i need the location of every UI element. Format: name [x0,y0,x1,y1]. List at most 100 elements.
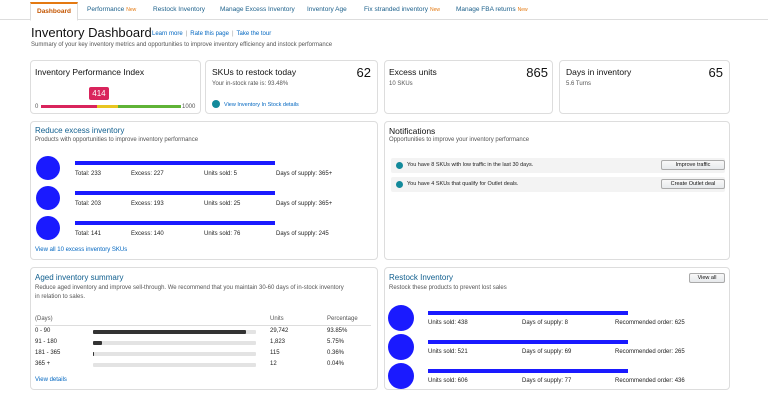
card-description: Reduce aged inventory and improve sell-t… [35,285,344,300]
age-range: 181 - 365 [35,350,61,356]
item-stat: Days of supply: 69 [522,349,572,355]
units: 1,823 [270,339,286,345]
bar [93,341,103,345]
item-stat: Days of supply: 8 [522,320,569,326]
notification-text: You have 4 SKUs that qualify for Outlet … [407,181,519,187]
percentage: 0.36% [327,350,345,356]
item-stat: Units sold: 438 [428,320,468,326]
item-stat: Excess: 193 [131,201,164,207]
bar-track [93,352,256,356]
item-stat: Total: 233 [75,171,102,177]
tab[interactable]: Inventory Age [307,6,347,13]
bar-track [93,341,256,345]
tab-label[interactable]: Manage FBA returns [456,6,516,13]
tab[interactable]: Performance New [87,6,136,13]
notification-text: You have 8 SKUs with low traffic in the … [407,162,534,168]
item-stat: Units sold: 5 [204,171,238,177]
bar [93,352,94,356]
card-title: Excess units [389,67,437,77]
product-image [388,334,414,360]
action-button[interactable]: Improve traffic [661,160,725,170]
product-image [36,216,60,240]
item-stat: Units sold: 606 [428,378,468,384]
action-button[interactable]: Create Outlet deal [661,179,725,189]
separator: | [231,31,234,37]
product-name-redacted [75,161,275,165]
card-value: 865 [526,65,548,80]
header-link[interactable]: Learn more [152,31,183,37]
product-name-redacted [75,191,275,195]
item-stat: Recommended order: 436 [615,378,685,384]
header-rule [35,325,371,326]
tab[interactable]: Fix stranded inventory New [364,6,440,13]
item-stat: Recommended order: 265 [615,349,685,355]
tab-bar: Dashboard Performance New Restock Inventory… [0,0,768,21]
info-icon [396,162,403,169]
excess-units-card: Excess units 865 10 SKUs [384,60,553,114]
info-icon [212,100,220,108]
card-title: Notifications [389,126,436,136]
ipi-card: Inventory Performance Index 414 0 1000 [30,60,201,114]
product-name-redacted [428,369,628,373]
restock-card: Restock Inventory View all Restock these… [384,267,730,390]
item-stat: Days of supply: 245 [276,231,329,237]
notification-row [391,158,725,173]
page-title: Inventory Dashboard [31,25,152,40]
card-value: 65 [708,65,723,80]
new-badge: New [429,7,440,13]
product-name-redacted [75,221,275,225]
tab-label[interactable]: Performance [87,6,125,13]
bar [93,330,246,334]
tab-label[interactable]: Restock Inventory [153,6,206,13]
item-stat: Excess: 140 [131,231,164,237]
card-title: Aged inventory summary [35,273,124,282]
bar-track [93,363,256,367]
tab[interactable]: Manage FBA returns New [456,6,528,13]
card-title: Inventory Performance Index [35,67,145,77]
ipi-score: 414 [88,87,109,100]
card-note: Your in-stock rate is: 93.48% [212,81,289,87]
card-title: Days in inventory [566,67,632,77]
tab-label[interactable]: Manage Excess Inventory [220,6,295,13]
info-icon [396,181,403,188]
product-name-redacted [428,311,628,315]
ipi-bar [41,105,181,108]
product-image [36,156,60,180]
units: 12 [270,361,277,367]
item-stat: Total: 141 [75,231,102,237]
reduce-excess-card: Reduce excess inventory Products with op… [30,121,378,260]
item-stat: Units sold: 25 [204,201,241,207]
table-header: Percentage [327,316,358,322]
days-in-inventory-card: Days in inventory 65 5.6 Turns [559,60,730,114]
tab[interactable]: Dashboard [30,2,78,21]
product-image [36,186,60,210]
new-badge: New [126,7,137,13]
page-subtitle: Summary of your key inventory metrics an… [31,42,333,48]
view-all-link[interactable]: View all 10 excess inventory SKUs [35,247,128,253]
view-details-link[interactable]: View details [35,377,67,383]
aged-inventory-card: Aged inventory summary Reduce aged inven… [30,267,378,390]
header-link[interactable]: Rate this page [190,31,229,37]
header-link[interactable]: Take the tour [236,31,272,37]
card-subtitle: Opportunities to improve your inventory … [389,137,530,143]
item-stat: Total: 203 [75,201,102,207]
card-title: SKUs to restock today [212,67,297,77]
tab-label[interactable]: Dashboard [37,8,71,15]
scale-max: 1000 [182,104,196,110]
age-range: 0 - 90 [35,328,51,334]
item-stat: Excess: 227 [131,171,164,177]
product-name-redacted [428,340,628,344]
header-links: Learn more | Rate this page | Take the tour [152,31,271,37]
card-subtitle: Products with opportunities to improve i… [35,137,199,143]
tab-label[interactable]: Fix stranded inventory [364,6,428,13]
notifications-card: Notifications Opportunities to improve y… [384,121,730,260]
tab[interactable]: Restock Inventory [153,6,205,13]
tab[interactable]: Manage Excess Inventory [220,6,295,13]
card-title: Reduce excess inventory [35,126,125,135]
details-link[interactable]: View Inventory In Stock details [224,102,299,108]
new-badge: New [517,7,528,13]
units: 115 [270,350,280,356]
view-all-button[interactable]: View all [689,273,725,283]
tab-label[interactable]: Inventory Age [307,6,347,13]
